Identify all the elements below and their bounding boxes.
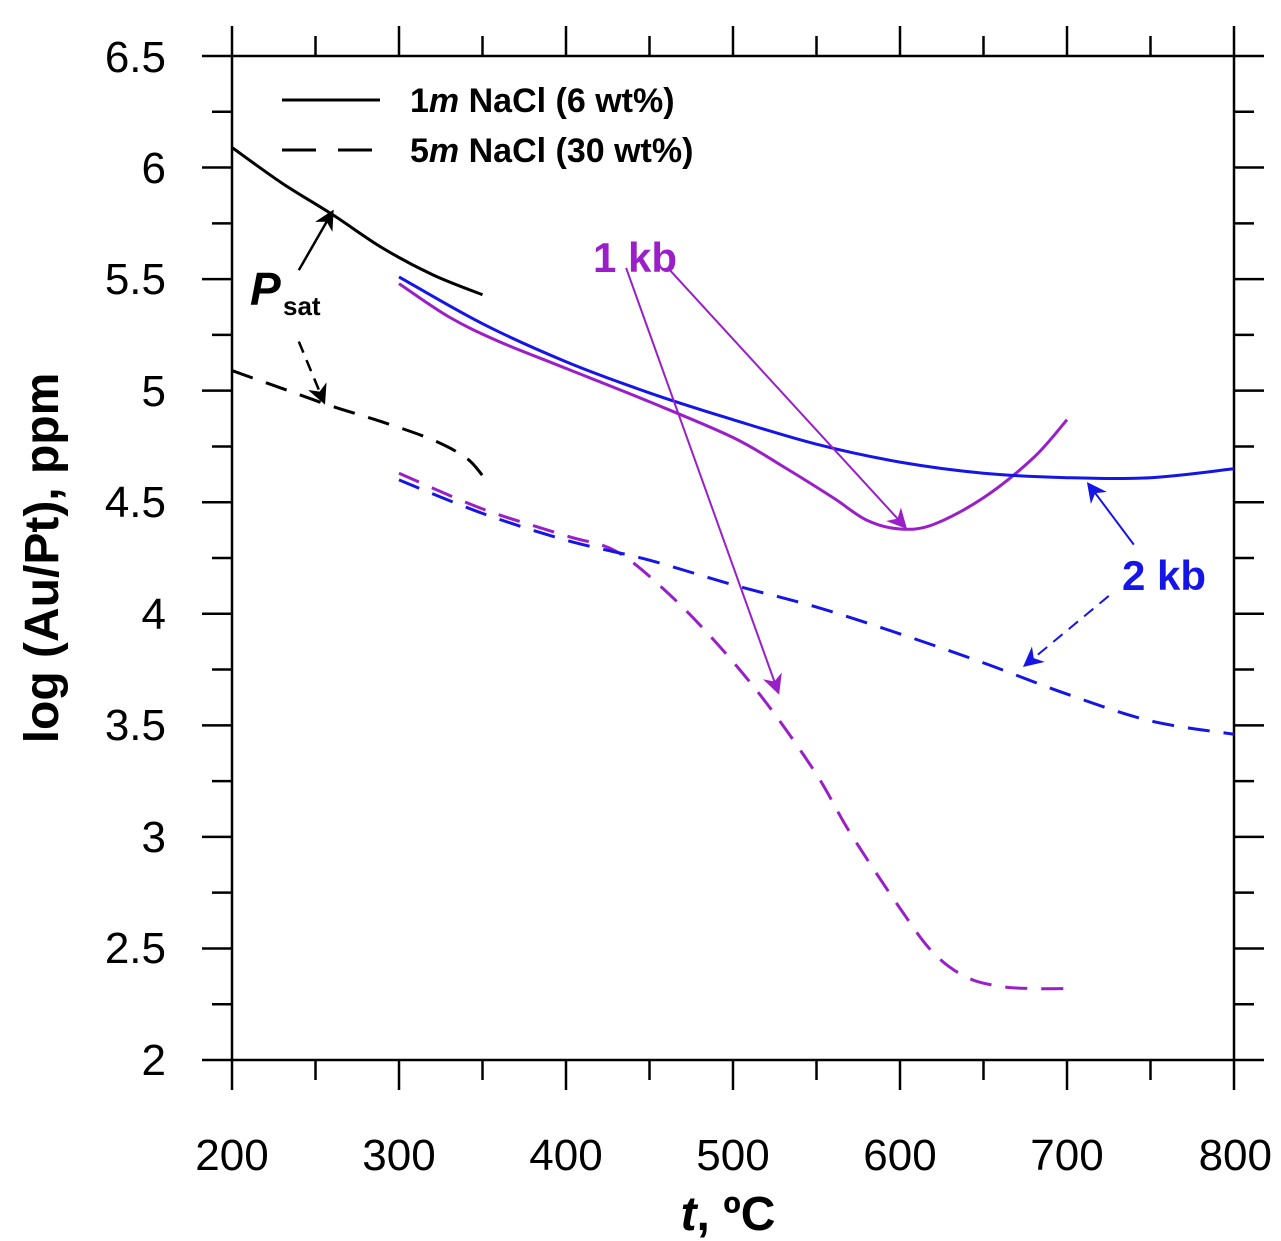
legend-entry-5m-num: 5 <box>410 132 429 170</box>
arrow-psat-1 <box>297 341 327 405</box>
x-axis-title: t, ºC <box>681 1188 776 1241</box>
psat-label: P <box>250 263 281 315</box>
arrow-psat-0 <box>297 209 334 271</box>
y-tick-label: 5.5 <box>105 255 166 304</box>
legend-entry-1m-text: NaCl (6 wt%) <box>459 82 674 120</box>
arrow-kb2-5 <box>1022 595 1110 668</box>
y-tick-label: 3 <box>142 813 166 862</box>
annotation-arrows <box>297 209 1135 695</box>
label-2kb: 2 kb <box>1122 552 1206 599</box>
plot-frame <box>230 54 1236 1062</box>
y-tick-label: 4 <box>142 590 166 639</box>
series-layer <box>231 146 1235 991</box>
legend-entry-1m-num: 1 <box>410 82 429 120</box>
series-kb2-dashed-5 <box>398 478 1235 736</box>
series-kb1-solid-2 <box>398 282 1069 531</box>
arrow-kb1-3 <box>625 267 782 695</box>
y-tick-label: 4.5 <box>105 478 166 527</box>
x-axis-title-unit: , ºC <box>697 1188 776 1241</box>
x-axis-title-var: t <box>681 1188 699 1241</box>
legend-entry-1m: 1m NaCl (6 wt%) <box>410 82 675 120</box>
y-tick-label: 2 <box>142 1036 166 1085</box>
x-tick-label: 400 <box>529 1131 602 1180</box>
y-tick-label: 6 <box>142 144 166 193</box>
legend-entry-5m: 5m NaCl (30 wt%) <box>410 132 693 170</box>
legend-entry-1m-unit: m <box>429 82 459 120</box>
series-kb2-solid-3 <box>398 275 1235 481</box>
psat-label-subscript: sat <box>283 291 321 321</box>
x-tick-label: 200 <box>195 1131 268 1180</box>
arrow-kb1-2 <box>667 267 908 529</box>
y-tick-label: 3.5 <box>105 701 166 750</box>
legend: 1m NaCl (6 wt%) 5m NaCl (30 wt%) <box>282 82 693 170</box>
x-tick-label: 700 <box>1030 1131 1103 1180</box>
y-tick-label: 6.5 <box>105 33 166 82</box>
series-psat-dashed-1 <box>231 369 484 477</box>
legend-entry-5m-text: NaCl (30 wt%) <box>459 132 693 170</box>
label-1kb: 1 kb <box>593 234 677 281</box>
y-tick-labels: 2 2.5 3 3.5 4 4.5 5 5.5 6 6.5 <box>105 33 166 1085</box>
y-tick-label: 2.5 <box>105 924 166 973</box>
x-tick-label: 500 <box>696 1131 769 1180</box>
series-psat-solid-0 <box>231 146 484 297</box>
x-tick-labels: 200 300 400 500 600 700 800 <box>195 1131 1272 1180</box>
x-tick-label: 300 <box>362 1131 435 1180</box>
series-kb1-dashed-4 <box>398 471 1068 991</box>
axis-ticks <box>202 26 1264 1090</box>
legend-entry-5m-unit: m <box>429 132 459 170</box>
arrow-kb2-4 <box>1086 481 1135 546</box>
y-tick-label: 5 <box>142 367 166 416</box>
y-axis-title: log (Au/Pt), ppm <box>16 373 69 744</box>
x-tick-label: 800 <box>1199 1131 1272 1180</box>
x-tick-label: 600 <box>863 1131 936 1180</box>
